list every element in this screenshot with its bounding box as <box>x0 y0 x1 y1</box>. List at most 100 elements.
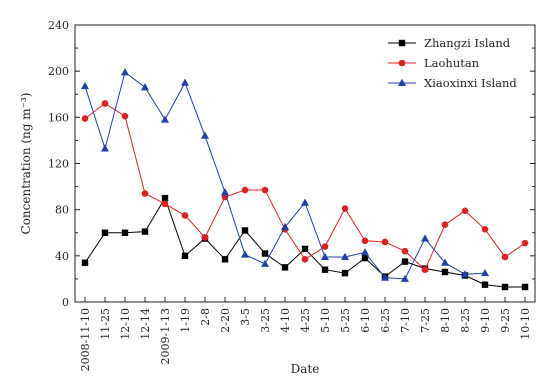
data-point <box>261 186 269 194</box>
data-point <box>401 258 409 265</box>
y-tick-label: 200 <box>48 65 69 78</box>
legend-marker <box>398 59 406 67</box>
data-point <box>121 112 129 120</box>
data-point <box>281 222 289 230</box>
data-point <box>521 283 529 291</box>
data-point <box>241 227 249 234</box>
data-point <box>501 283 509 291</box>
x-tick-label: 4-25 <box>299 308 312 333</box>
data-point <box>121 229 129 236</box>
data-point <box>341 269 349 277</box>
x-tick-label: 2009-1-13 <box>159 308 172 364</box>
data-point <box>341 252 349 260</box>
data-point <box>401 247 409 255</box>
data-point <box>441 221 449 228</box>
legend-entry: Zhangzi Island <box>388 36 511 50</box>
y-tick-label: 160 <box>48 111 69 124</box>
data-point <box>81 81 89 90</box>
data-point <box>361 254 369 262</box>
y-tick-label: 120 <box>48 158 69 171</box>
x-tick-label: 10-10 <box>519 308 532 340</box>
data-point <box>181 212 189 219</box>
x-tick-label: 7-10 <box>399 308 412 333</box>
x-tick-label: 12-10 <box>119 308 132 340</box>
legend-marker <box>398 78 406 86</box>
data-point <box>181 252 189 260</box>
data-point <box>161 115 169 123</box>
data-point <box>201 234 209 241</box>
legend-entry: Laohutan <box>388 56 480 70</box>
data-point <box>241 250 249 258</box>
x-tick-label: 2008-11-10 <box>79 308 92 371</box>
data-point <box>321 252 329 260</box>
data-point <box>201 131 209 139</box>
x-tick-label: 11-25 <box>99 308 112 340</box>
series-line <box>84 102 526 271</box>
data-point <box>321 266 329 273</box>
data-point <box>101 144 109 152</box>
data-point <box>461 270 469 278</box>
data-point <box>301 245 309 253</box>
legend: Zhangzi Island Laohutan Xiaoxinxi Island <box>388 36 517 90</box>
data-point <box>181 78 189 86</box>
series-2 <box>81 68 489 282</box>
data-point <box>421 234 429 242</box>
data-point <box>421 266 429 273</box>
data-point <box>441 268 449 276</box>
legend-marker <box>398 39 406 47</box>
data-point <box>81 259 89 266</box>
data-point <box>161 194 169 202</box>
x-tick-label: 3-25 <box>259 308 272 333</box>
data-point <box>381 238 389 246</box>
data-point <box>141 190 149 197</box>
data-point <box>161 200 169 208</box>
data-point <box>241 186 249 194</box>
data-point <box>381 273 389 281</box>
data-point <box>101 100 109 107</box>
x-tick-label: 8-25 <box>459 308 472 333</box>
legend-label: Laohutan <box>424 56 480 70</box>
x-tick-label: 7-25 <box>419 308 432 333</box>
data-point <box>261 250 269 257</box>
x-tick-label: 1-19 <box>179 308 192 333</box>
x-tick-label: 3-5 <box>239 308 252 326</box>
x-tick-label: 6-10 <box>359 308 372 333</box>
y-tick-label: 40 <box>55 250 69 263</box>
y-tick-label: 240 <box>48 19 69 32</box>
legend-entry: Xiaoxinxi Island <box>388 76 517 90</box>
data-point <box>301 198 309 206</box>
legend-label: Xiaoxinxi Island <box>424 76 517 90</box>
y-axis-ticks: 0 40 80 120 160 200 240 <box>48 19 535 309</box>
data-point <box>301 255 309 263</box>
series-line <box>84 196 525 288</box>
data-point <box>81 115 89 122</box>
x-tick-label: 5-10 <box>319 308 332 333</box>
y-axis-title: Concentration (ng m⁻³) <box>19 93 33 235</box>
x-tick-label: 2-8 <box>199 308 212 326</box>
data-point <box>361 237 369 245</box>
data-point <box>481 268 489 277</box>
x-tick-label: 9-25 <box>499 308 512 333</box>
data-point <box>221 256 229 263</box>
data-point <box>401 274 409 282</box>
data-point <box>141 228 149 235</box>
x-axis-ticks: 2008-11-10 11-25 12-10 12-14 2009-1-13 1-19 2-… <box>79 297 532 371</box>
x-axis-title: Date <box>291 362 320 376</box>
x-tick-label: 2-20 <box>219 308 232 333</box>
data-point <box>141 83 149 91</box>
x-tick-label: 8-10 <box>439 308 452 333</box>
data-point <box>221 188 229 196</box>
data-point <box>481 281 489 288</box>
data-point <box>481 225 489 233</box>
data-point <box>121 68 129 76</box>
data-point <box>281 264 289 271</box>
data-point <box>261 259 269 267</box>
data-point <box>501 253 509 261</box>
series-0 <box>81 194 529 291</box>
x-tick-label: 9-10 <box>479 308 492 333</box>
series-line <box>84 71 486 280</box>
series-1 <box>81 100 529 273</box>
data-point <box>101 229 109 236</box>
x-tick-label: 12-14 <box>139 308 152 340</box>
